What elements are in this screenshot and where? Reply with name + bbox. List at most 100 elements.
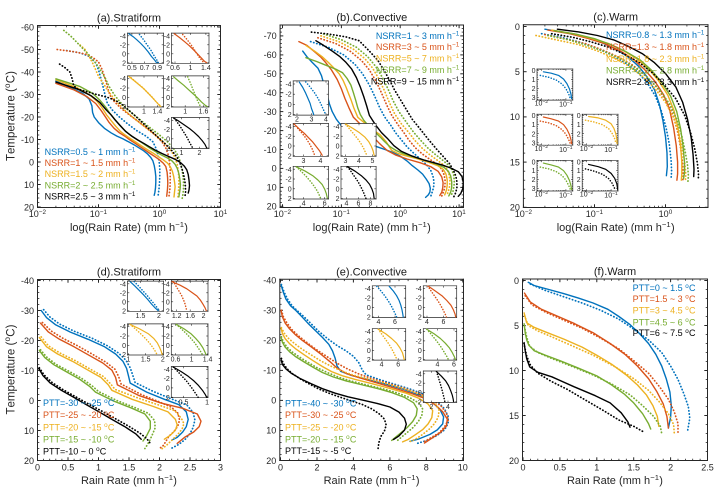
svg-text:-20: -20 bbox=[264, 126, 277, 136]
svg-text:1: 1 bbox=[180, 150, 184, 157]
svg-text:1: 1 bbox=[127, 357, 131, 364]
svg-text:-2: -2 bbox=[164, 127, 170, 134]
svg-text:-2: -2 bbox=[333, 177, 339, 184]
svg-text:1 0 0: 1 0 0 bbox=[153, 204, 167, 221]
svg-text:0: 0 bbox=[271, 396, 276, 406]
svg-text:1.4: 1.4 bbox=[153, 109, 163, 116]
svg-text:0: 0 bbox=[520, 463, 525, 473]
svg-text:2.5: 2.5 bbox=[701, 463, 714, 473]
svg-text:2: 2 bbox=[166, 352, 170, 359]
svg-text:-10: -10 bbox=[21, 366, 34, 376]
svg-text:P T T = -: P T T = - 2 5 ~ - 2 0 C o bbox=[43, 405, 119, 422]
svg-text:-2: -2 bbox=[416, 338, 422, 345]
svg-text:N S R R =: N S R R = 1 . 8 ~ 2 . 3 m m h − 1 bbox=[606, 46, 705, 66]
svg-text:1 0 −: 1 0 − 2 bbox=[580, 135, 595, 155]
svg-text:2: 2 bbox=[532, 86, 536, 93]
svg-text:0.5: 0.5 bbox=[62, 463, 75, 473]
svg-text:4: 4 bbox=[351, 463, 356, 473]
svg-text:1: 1 bbox=[183, 109, 187, 116]
svg-text:0: 0 bbox=[418, 305, 422, 312]
svg-text:2: 2 bbox=[166, 146, 170, 153]
svg-text:1: 1 bbox=[532, 122, 536, 129]
svg-text:-10: -10 bbox=[21, 135, 34, 145]
svg-text:0.6: 0.6 bbox=[171, 357, 181, 364]
svg-text:1.2: 1.2 bbox=[172, 313, 182, 320]
svg-text:N S R R =: N S R R = 1 . 5 ~ 2 m m h − 1 bbox=[45, 161, 137, 181]
svg-text:0: 0 bbox=[278, 463, 283, 473]
svg-text:0: 0 bbox=[514, 276, 519, 286]
svg-text:2: 2 bbox=[198, 150, 202, 157]
svg-text:(b).Convective: (b).Convective bbox=[336, 12, 407, 24]
svg-text:-20: -20 bbox=[263, 336, 276, 346]
svg-text:1 0 −: 1 0 − 1 bbox=[604, 136, 619, 156]
svg-text:20: 20 bbox=[510, 203, 520, 213]
svg-text:3: 3 bbox=[344, 158, 348, 165]
svg-text:N S R R =: N S R R = 1 ~ 1 . 5 m m h − 1 bbox=[45, 149, 137, 169]
svg-text:(f).Warm: (f).Warm bbox=[594, 266, 636, 278]
svg-text:R a i n: R a i n R a t e ( m m h ) − 1 bbox=[567, 467, 667, 488]
svg-text:-10: -10 bbox=[264, 145, 277, 155]
svg-text:-2: -2 bbox=[285, 134, 291, 141]
svg-text:0: 0 bbox=[166, 136, 170, 143]
svg-text:-4: -4 bbox=[416, 286, 422, 293]
svg-text:2: 2 bbox=[166, 395, 170, 402]
svg-text:2: 2 bbox=[288, 196, 292, 203]
svg-text:0.5: 0.5 bbox=[554, 463, 567, 473]
svg-text:5: 5 bbox=[514, 321, 519, 331]
svg-text:1 0 −: 1 0 − 1 bbox=[333, 201, 351, 221]
svg-text:-40: -40 bbox=[263, 276, 276, 286]
svg-text:1: 1 bbox=[188, 65, 192, 72]
svg-text:8: 8 bbox=[424, 463, 429, 473]
svg-text:1.6: 1.6 bbox=[185, 313, 195, 320]
svg-text:1 0 −: 1 0 − 2 bbox=[274, 201, 292, 221]
svg-text:-2: -2 bbox=[164, 86, 170, 93]
svg-text:2: 2 bbox=[418, 315, 422, 322]
svg-text:2: 2 bbox=[367, 357, 371, 364]
svg-text:1: 1 bbox=[190, 357, 194, 364]
svg-text:0: 0 bbox=[515, 22, 520, 32]
svg-text:-4: -4 bbox=[164, 367, 170, 374]
svg-text:8: 8 bbox=[369, 201, 373, 208]
svg-text:1 0 −: 1 0 − 2 bbox=[535, 181, 550, 201]
svg-text:2: 2 bbox=[577, 131, 581, 138]
svg-text:l o g (: l o g ( R a i n R a t e ) ( m m h ) − 1 bbox=[313, 214, 435, 235]
svg-text:-30: -30 bbox=[21, 306, 34, 316]
svg-text:-4: -4 bbox=[120, 33, 126, 40]
svg-text:4: 4 bbox=[324, 117, 328, 124]
svg-text:0: 0 bbox=[367, 348, 371, 355]
svg-text:N S R R =: N S R R = 2 ~ 2 . 5 m m h − 1 bbox=[45, 172, 137, 192]
svg-text:-30: -30 bbox=[21, 90, 34, 100]
svg-text:1 0 −: 1 0 − 2 bbox=[535, 135, 550, 155]
svg-text:-2: -2 bbox=[164, 334, 170, 341]
svg-text:1 0 −: 1 0 − 2 bbox=[29, 201, 47, 221]
svg-text:0.6: 0.6 bbox=[170, 65, 180, 72]
svg-text:2: 2 bbox=[314, 463, 319, 473]
svg-text:P T T = -: P T T = - 3 0 ~ - 2 5 C o bbox=[285, 405, 361, 422]
svg-text:0: 0 bbox=[166, 95, 170, 102]
svg-text:-40: -40 bbox=[21, 276, 34, 286]
svg-text:1.4: 1.4 bbox=[203, 357, 213, 364]
svg-text:6: 6 bbox=[387, 463, 392, 473]
svg-text:P T T = -: P T T = - 2 0 ~ - 1 5 C o bbox=[285, 429, 361, 446]
svg-text:2: 2 bbox=[288, 112, 292, 119]
svg-text:0: 0 bbox=[29, 157, 34, 167]
svg-text:-4: -4 bbox=[120, 324, 126, 331]
svg-text:20: 20 bbox=[24, 202, 34, 212]
svg-text:20: 20 bbox=[509, 456, 519, 466]
svg-text:-30: -30 bbox=[264, 107, 277, 117]
svg-text:P T T = -: P T T = - 3 0 ~ - 2 5 C o bbox=[43, 393, 119, 410]
svg-text:3: 3 bbox=[577, 186, 581, 193]
svg-text:-2: -2 bbox=[120, 42, 126, 49]
svg-text:-4: -4 bbox=[333, 167, 339, 174]
svg-text:T e m p e: T e m p e r a t u r e ( C ) o bbox=[2, 67, 19, 161]
svg-text:-4: -4 bbox=[120, 281, 126, 288]
svg-text:-2: -2 bbox=[120, 290, 126, 297]
svg-text:4: 4 bbox=[357, 158, 361, 165]
svg-text:1 0 1: 1 0 1 bbox=[214, 204, 228, 221]
svg-text:15: 15 bbox=[510, 157, 520, 167]
svg-text:R a i n: R a i n R a t e ( m m h ) − 1 bbox=[324, 467, 424, 488]
svg-text:2.5: 2.5 bbox=[184, 463, 197, 473]
svg-text:4: 4 bbox=[377, 319, 381, 326]
svg-text:1: 1 bbox=[532, 168, 536, 175]
svg-text:-4: -4 bbox=[120, 76, 126, 83]
